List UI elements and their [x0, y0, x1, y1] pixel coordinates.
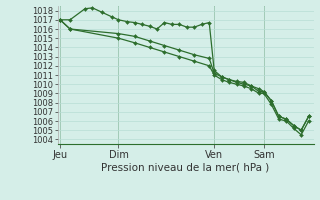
- X-axis label: Pression niveau de la mer( hPa ): Pression niveau de la mer( hPa ): [101, 162, 270, 172]
